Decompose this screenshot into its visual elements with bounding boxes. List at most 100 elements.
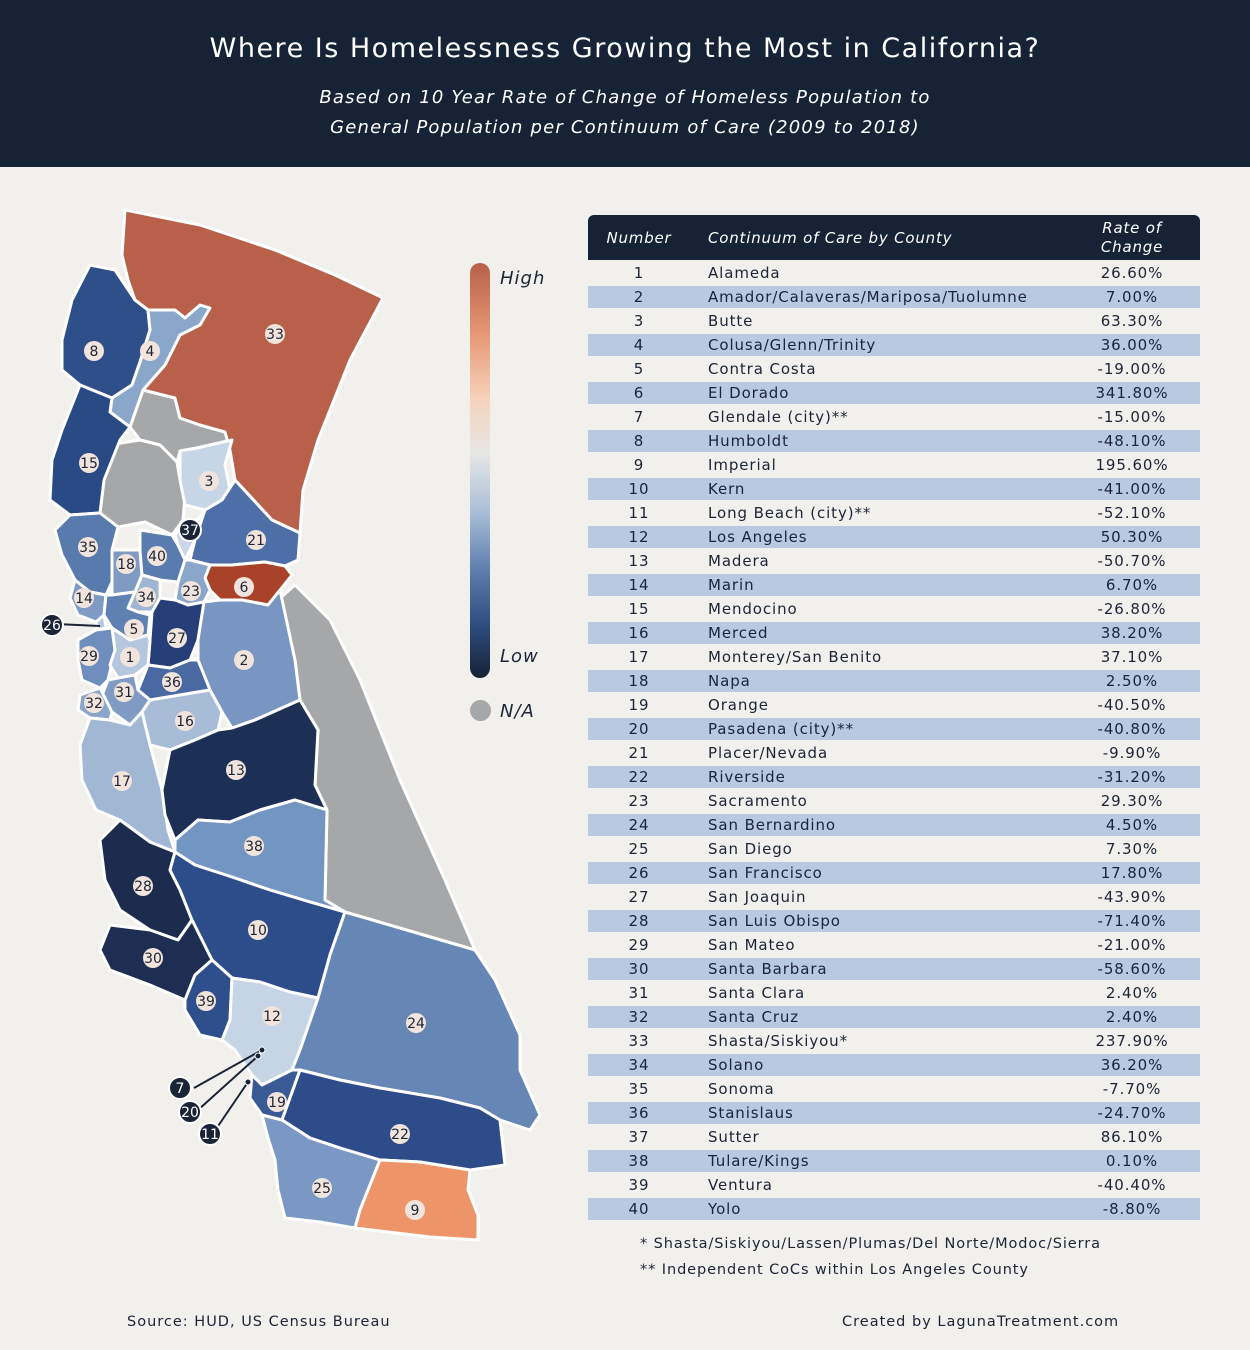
map-label-badge	[405, 1200, 425, 1220]
map-label-badge	[178, 1100, 202, 1124]
table-row: 37 Sutter 86.10%	[588, 1126, 1200, 1148]
table-row: 36 Stanislaus -24.70%	[588, 1102, 1200, 1124]
map-label-badge	[244, 836, 264, 856]
map-label-14: 14	[75, 591, 93, 607]
row-number: 5	[633, 360, 645, 378]
row-number: 35	[628, 1080, 650, 1098]
map-label-badge	[167, 628, 187, 648]
map-label-badge	[78, 537, 98, 557]
row-name: Riverside	[708, 768, 786, 786]
map-label-badge	[133, 876, 153, 896]
map-label-badge	[114, 682, 134, 702]
map-label-15: 15	[80, 456, 98, 472]
table-row: 3 Butte 63.30%	[588, 310, 1200, 332]
row-name: Santa Barbara	[708, 960, 828, 978]
row-rate: 7.30%	[1105, 840, 1159, 858]
row-rate: -43.90%	[1097, 888, 1167, 906]
row-number: 30	[628, 960, 650, 978]
row-rate: 2.50%	[1105, 672, 1159, 690]
row-number: 38	[628, 1152, 650, 1170]
row-name: Solano	[708, 1056, 765, 1074]
row-name: Sonoma	[708, 1080, 775, 1098]
map-label-badge	[120, 647, 140, 667]
row-rate: -48.10%	[1097, 432, 1167, 450]
row-rate: 2.40%	[1105, 984, 1159, 1002]
callout-line	[213, 1081, 249, 1133]
table-row: 12 Los Angeles 50.30%	[588, 526, 1200, 548]
map-label-32: 32	[85, 696, 103, 712]
header: Where Is Homelessness Growing the Most i…	[0, 0, 1250, 167]
legend-high-label: High	[500, 268, 546, 289]
map-label-badge	[406, 1013, 426, 1033]
row-number: 25	[628, 840, 650, 858]
row-number: 32	[628, 1008, 650, 1026]
table-row: 2 Amador/Calaveras/Mariposa/Tuolumne 7.00%	[588, 286, 1200, 308]
row-number: 21	[628, 744, 650, 762]
row-number: 10	[628, 480, 650, 498]
map-label-7: 7	[176, 1081, 185, 1097]
table-row: 23 Sacramento 29.30%	[588, 790, 1200, 812]
row-name: Pasadena (city)**	[708, 720, 854, 738]
row-rate: -40.50%	[1097, 696, 1167, 714]
row-number: 27	[628, 888, 650, 906]
map-label-35: 35	[79, 540, 97, 556]
row-name: Monterey/San Benito	[708, 648, 883, 666]
table-row: 34 Solano 36.20%	[588, 1054, 1200, 1076]
map-label-8: 8	[90, 344, 99, 360]
row-rate: -58.60%	[1097, 960, 1167, 978]
map-label-badge	[312, 1178, 332, 1198]
row-rate: 36.20%	[1100, 1056, 1164, 1074]
table-row: 38 Tulare/Kings 0.10%	[588, 1150, 1200, 1172]
row-number: 31	[628, 984, 650, 1002]
map-label-28: 28	[134, 879, 152, 895]
map-label-24: 24	[407, 1016, 425, 1032]
row-number: 34	[628, 1056, 650, 1074]
map-label-5: 5	[130, 622, 139, 638]
row-number: 20	[628, 720, 650, 738]
row-rate: 341.80%	[1095, 384, 1169, 402]
row-number: 15	[628, 600, 650, 618]
region-coc-4	[108, 303, 212, 429]
table-body: 1 Alameda 26.60% 2 Amador/Calaveras/Mariposa…	[588, 262, 1200, 1220]
row-name: San Bernardino	[708, 816, 836, 834]
table-row: 15 Mendocino -26.80%	[588, 598, 1200, 620]
row-name: San Diego	[708, 840, 793, 858]
row-number: 14	[628, 576, 650, 594]
row-name: Stanislaus	[708, 1104, 794, 1122]
table-header: Number Continuum of Care by County Rate …	[588, 215, 1200, 260]
row-name: Placer/Nevada	[708, 744, 829, 762]
row-name: Long Beach (city)**	[708, 504, 872, 522]
map-label-badge	[116, 554, 136, 574]
callout-point	[244, 1078, 252, 1086]
map-label-10: 10	[249, 923, 267, 939]
table-row: 18 Napa 2.50%	[588, 670, 1200, 692]
map-label-badge	[74, 588, 94, 608]
map-label-30: 30	[144, 951, 162, 967]
subtitle-line-1: Based on 10 Year Rate of Change of Homel…	[319, 87, 931, 108]
row-rate: -24.70%	[1097, 1104, 1167, 1122]
map-label-badge	[143, 948, 163, 968]
map-label-6: 6	[240, 580, 249, 596]
row-name: Marin	[708, 576, 755, 594]
row-rate: 2.40%	[1105, 1008, 1159, 1026]
row-name: San Luis Obispo	[708, 912, 841, 930]
map-label-27: 27	[168, 631, 186, 647]
coc-table: Number Continuum of Care by County Rate …	[588, 215, 1200, 1220]
map-label-21: 21	[247, 533, 265, 549]
callout-line	[193, 1049, 263, 1089]
table-row: 25 San Diego 7.30%	[588, 838, 1200, 860]
row-name: San Joaquin	[708, 888, 807, 906]
row-name: Ventura	[708, 1176, 773, 1194]
row-rate: -26.80%	[1097, 600, 1167, 618]
row-number: 8	[633, 432, 645, 450]
row-rate: 237.90%	[1095, 1032, 1169, 1050]
map-label-badge	[198, 1122, 222, 1146]
row-name: Yolo	[708, 1200, 742, 1218]
row-number: 37	[628, 1128, 650, 1146]
map-label-22: 22	[391, 1127, 409, 1143]
row-rate: 0.10%	[1105, 1152, 1159, 1170]
row-number: 29	[628, 936, 650, 954]
row-name: Los Angeles	[708, 528, 808, 546]
map-label-23: 23	[182, 584, 200, 600]
row-name: Amador/Calaveras/Mariposa/Tuolumne	[708, 288, 1028, 306]
